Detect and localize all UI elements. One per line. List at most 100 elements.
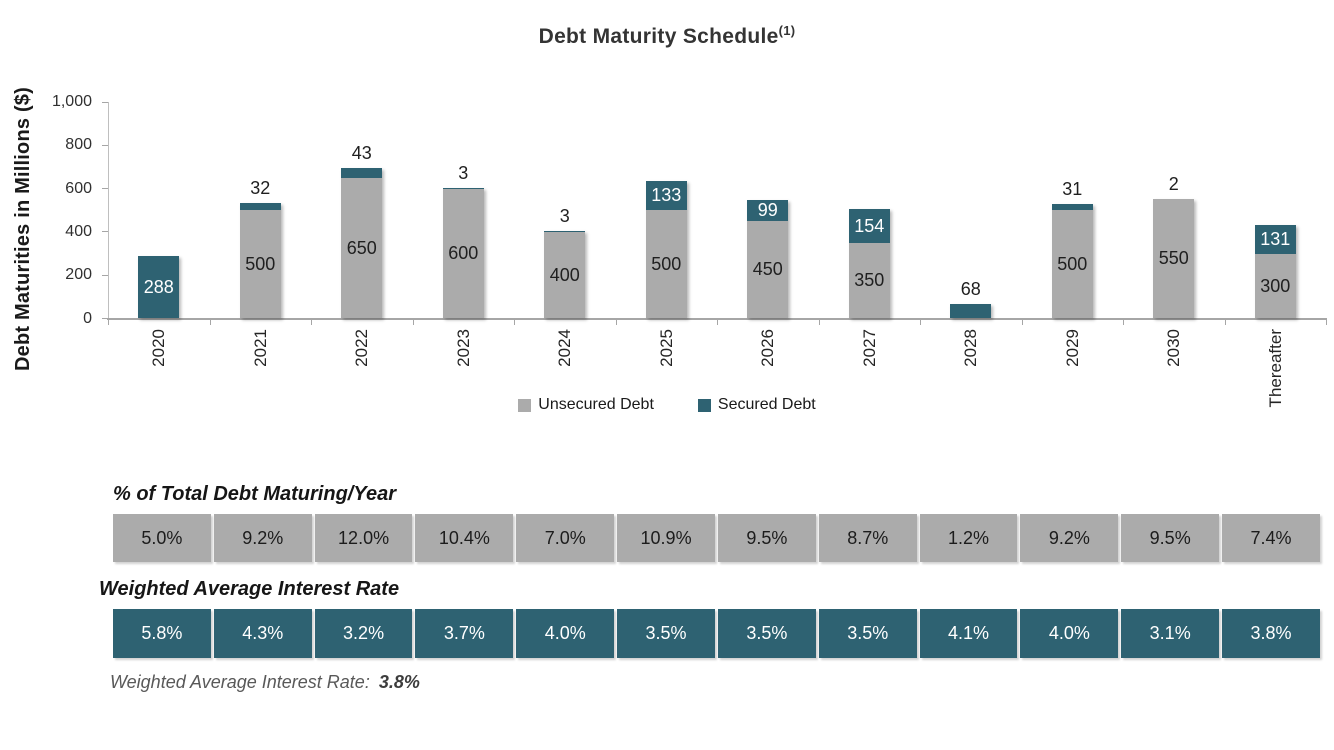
x-boundary-tick xyxy=(717,320,718,325)
pct-cell: 8.7% xyxy=(818,514,917,562)
rate-cell: 3.5% xyxy=(818,609,917,658)
unsecured-value-label: 550 xyxy=(1158,248,1189,269)
secured-segment xyxy=(1254,225,1296,254)
y-tick-mark xyxy=(102,274,108,276)
secured-value-label: 131 xyxy=(1260,228,1291,249)
unsecured-segment xyxy=(341,177,383,319)
secured-segment xyxy=(645,181,687,211)
pct-of-total-row: 5.0% 9.2% 12.0% 10.4% 7.0% 10.9% 9.5% 8.7% 1.2% 9… xyxy=(113,514,1320,562)
unsecured-segment xyxy=(442,188,484,319)
table-heading-interest-rate: Weighted Average Interest Rate xyxy=(99,578,400,600)
secured-segment xyxy=(747,199,789,222)
unsecured-segment xyxy=(848,242,890,319)
x-category-label: 2025 xyxy=(656,328,676,367)
legend-label: Unsecured Debt xyxy=(538,396,654,413)
x-category-label: 2020 xyxy=(149,328,169,367)
y-tick-label: 1,000 xyxy=(51,93,92,110)
y-tick-label: 800 xyxy=(65,136,92,154)
x-boundary-tick xyxy=(311,320,312,325)
rate-cell: 3.2% xyxy=(314,609,413,658)
y-axis-line xyxy=(108,102,109,319)
unsecured-value-label: 450 xyxy=(752,259,783,280)
legend-label: Secured Debt xyxy=(717,396,816,413)
pct-cell: 7.4% xyxy=(1222,514,1320,562)
secured-value-label: 3 xyxy=(458,162,469,183)
pct-cell: 1.2% xyxy=(919,514,1018,562)
unsecured-value-label: 350 xyxy=(854,270,885,291)
chart-title-footnote-marker: (1) xyxy=(778,23,796,39)
unsecured-value-label: 500 xyxy=(1057,253,1088,274)
bar-stack-2030 xyxy=(1153,198,1195,319)
x-boundary-tick xyxy=(108,320,109,325)
x-category-label: 2023 xyxy=(453,328,473,367)
pct-cell: 12.0% xyxy=(314,514,413,562)
bar-stack-2024 xyxy=(544,231,586,319)
bar-stack-2022 xyxy=(341,168,383,319)
x-category-label: 2021 xyxy=(250,328,270,367)
x-boundary-tick xyxy=(412,320,414,325)
pct-cell: 9.5% xyxy=(717,514,816,562)
rate-cell: 3.5% xyxy=(617,609,715,658)
bar-stack-2023 xyxy=(442,187,484,319)
unsecured-segment xyxy=(1254,253,1296,319)
x-boundary-tick xyxy=(1021,320,1023,325)
secured-value-label: 68 xyxy=(960,278,981,299)
unsecured-segment xyxy=(747,221,789,319)
pct-cell: 9.2% xyxy=(1020,514,1119,562)
y-tick-mark xyxy=(102,231,108,233)
secured-value-label: 43 xyxy=(351,143,372,164)
rate-cell: 3.1% xyxy=(1121,609,1220,658)
unsecured-segment xyxy=(544,231,586,319)
secured-value-label: 288 xyxy=(143,276,174,297)
unsecured-segment xyxy=(1051,210,1093,319)
x-boundary-tick xyxy=(818,320,820,325)
rate-cell: 4.3% xyxy=(213,609,312,658)
footnote-value: 3.8% xyxy=(378,672,420,692)
pct-cell: 5.0% xyxy=(113,514,211,562)
unsecured-value-label: 300 xyxy=(1260,275,1291,296)
secured-value-label: 2 xyxy=(1168,173,1179,194)
unsecured-value-label: 600 xyxy=(448,243,479,264)
y-tick-mark xyxy=(102,318,108,319)
bar-stack-2025 xyxy=(645,181,687,319)
rate-cell: 3.8% xyxy=(1222,609,1320,658)
y-tick-mark xyxy=(102,144,108,146)
unsecured-segment xyxy=(239,210,281,319)
y-tick-label: 200 xyxy=(65,266,92,284)
weighted-average-footnote: Weighted Average Interest Rate: 3.8% xyxy=(110,672,420,693)
chart-legend: Unsecured Debt Secured Debt xyxy=(0,396,1334,414)
secured-segment xyxy=(544,231,586,232)
bar-stack-2021 xyxy=(239,203,281,319)
legend-item-unsecured-debt: Unsecured Debt xyxy=(518,396,654,414)
x-boundary-tick xyxy=(920,320,921,325)
x-boundary-tick xyxy=(1123,320,1124,325)
pct-cell: 9.2% xyxy=(213,514,312,562)
interest-rate-row: 5.8% 4.3% 3.2% 3.7% 4.0% 3.5% 3.5% 3.5% 4.1% 4.0%… xyxy=(113,609,1320,658)
bar-stack-Thereafter xyxy=(1254,225,1296,319)
pct-cell: 10.4% xyxy=(415,514,514,562)
rate-cell: 3.5% xyxy=(717,609,816,658)
bar-stack-2026 xyxy=(747,199,789,319)
unsecured-value-label: 500 xyxy=(245,253,276,274)
pct-cell: 7.0% xyxy=(516,514,615,562)
footnote-label: Weighted Average Interest Rate: xyxy=(110,672,375,692)
x-category-label: 2022 xyxy=(352,328,372,367)
rate-cell: 3.7% xyxy=(415,609,514,658)
x-category-label: 2029 xyxy=(1062,328,1082,367)
y-tick-mark xyxy=(102,188,108,190)
secured-segment xyxy=(1051,203,1093,211)
x-axis-line xyxy=(107,317,1327,320)
bar-stack-2028 xyxy=(950,303,992,319)
secured-value-label: 3 xyxy=(559,206,570,227)
bar-stack-2029 xyxy=(1051,203,1093,319)
unsecured-value-label: 400 xyxy=(549,264,580,285)
legend-item-secured-debt: Secured Debt xyxy=(697,396,816,414)
x-boundary-tick xyxy=(1326,320,1327,325)
x-boundary-tick xyxy=(209,320,211,325)
bar-stack-2027 xyxy=(848,209,890,319)
unsecured-value-label: 500 xyxy=(651,253,682,274)
y-tick-label: 600 xyxy=(65,179,92,197)
chart-title: Debt Maturity Schedule(1) xyxy=(0,23,1334,49)
